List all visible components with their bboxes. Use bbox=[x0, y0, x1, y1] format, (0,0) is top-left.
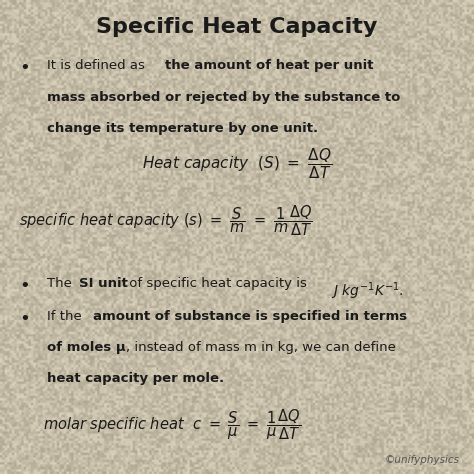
Text: $\mathit{molar\ specific\ heat}\ \ c\ =\ \dfrac{S}{\mu}\ =\ \dfrac{1}{\mu}\dfrac: $\mathit{molar\ specific\ heat}\ \ c\ =\… bbox=[43, 407, 301, 441]
Text: amount of substance is specified in terms: amount of substance is specified in term… bbox=[93, 310, 407, 323]
Text: It is defined as: It is defined as bbox=[47, 59, 149, 72]
Text: $\mathit{specific\ heat\ capacity}\ (s)\ =\ \dfrac{S}{m}\ =\ \dfrac{1}{m}\dfrac{: $\mathit{specific\ heat\ capacity}\ (s)\… bbox=[19, 203, 313, 237]
Text: heat capacity per mole.: heat capacity per mole. bbox=[47, 372, 225, 385]
Text: $\mathit{J\ kg^{-1}K^{-1}}$.: $\mathit{J\ kg^{-1}K^{-1}}$. bbox=[331, 280, 404, 302]
Text: of moles μ: of moles μ bbox=[47, 341, 126, 354]
Text: •: • bbox=[19, 59, 30, 77]
Text: mass absorbed or rejected by the substance to: mass absorbed or rejected by the substan… bbox=[47, 91, 401, 104]
Text: •: • bbox=[19, 310, 30, 328]
Text: The: The bbox=[47, 277, 76, 290]
Text: change its temperature by one unit.: change its temperature by one unit. bbox=[47, 122, 319, 135]
Text: SI unit: SI unit bbox=[79, 277, 128, 290]
Text: of specific heat capacity is: of specific heat capacity is bbox=[125, 277, 316, 290]
Text: , instead of mass m in kg, we can define: , instead of mass m in kg, we can define bbox=[126, 341, 396, 354]
Text: the amount of heat per unit: the amount of heat per unit bbox=[165, 59, 374, 72]
Text: $\mathit{Heat\ capacity}\ \ (S)\ =\ \dfrac{\Delta Q}{\Delta T}$: $\mathit{Heat\ capacity}\ \ (S)\ =\ \dfr… bbox=[142, 146, 332, 181]
Text: •: • bbox=[19, 277, 30, 295]
Text: Specific Heat Capacity: Specific Heat Capacity bbox=[96, 17, 378, 36]
Text: ©unifyphysics: ©unifyphysics bbox=[385, 456, 460, 465]
Text: If the: If the bbox=[47, 310, 86, 323]
